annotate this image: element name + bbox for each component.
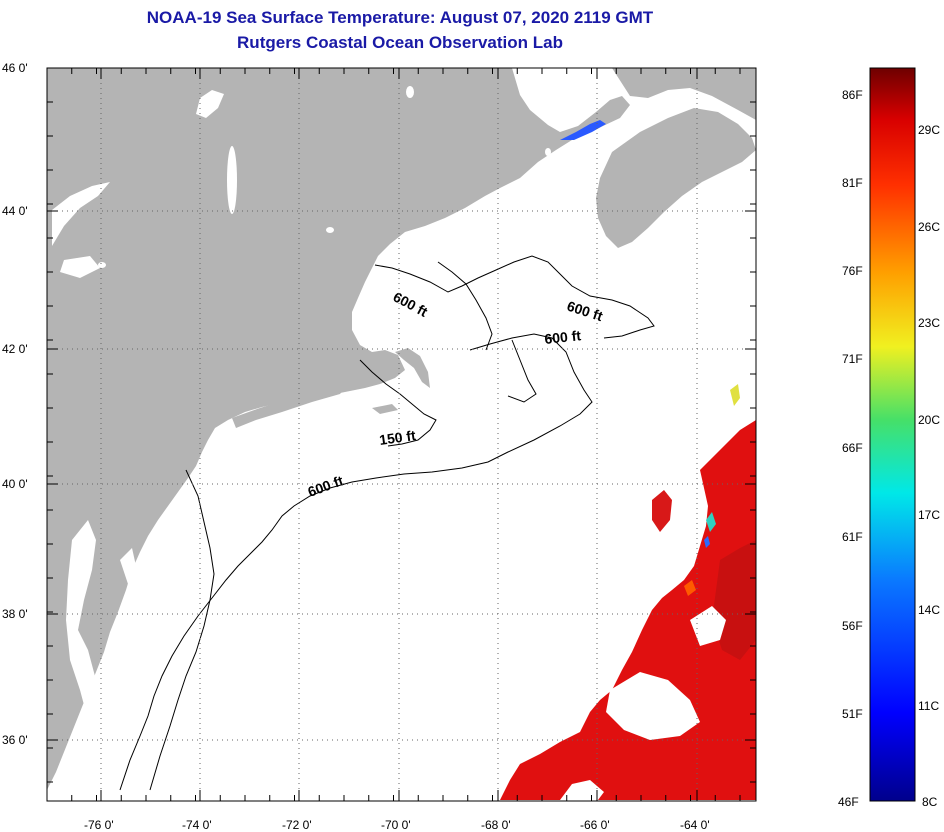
map-title: NOAA-19 Sea Surface Temperature: August … [146, 8, 654, 27]
map-subtitle: Rutgers Coastal Ocean Observation Lab [237, 33, 563, 52]
inland-lakes [52, 86, 551, 772]
colorbar-c-label: 29C [918, 123, 940, 137]
sst-warm-patches [500, 120, 756, 800]
colorbar-f-label: 61F [842, 530, 863, 544]
colorbar-c-label: 17C [918, 508, 940, 522]
lat-label: 40 0' [2, 477, 28, 491]
land-long-island [232, 388, 345, 428]
lon-label: -72 0' [282, 818, 312, 832]
bathymetry-contours [119, 255, 655, 791]
colorbar-f-label: 56F [842, 619, 863, 633]
longitude-labels: -76 0' -74 0' -72 0' -70 0' -68 0' -66 0… [84, 818, 710, 832]
colorbar-f-label: 86F [842, 88, 863, 102]
land-nova-scotia [596, 108, 756, 248]
land-cape-cod [395, 348, 430, 388]
colorbar-f-label: 76F [842, 264, 863, 278]
colorbar-c-label: 20C [918, 413, 940, 427]
colorbar-c-label: 14C [918, 603, 940, 617]
latitude-labels: 46 0' 44 0' 42 0' 40 0' 38 0' 36 0' [2, 61, 28, 747]
colorbar-celsius-labels: 29C 26C 23C 20C 17C 14C 11C 8C [918, 123, 940, 809]
colorbar-c-label: 23C [918, 316, 940, 330]
lat-label: 46 0' [2, 61, 28, 75]
contour-label-600-shelf: 600 ft [306, 472, 346, 500]
lon-label: -74 0' [182, 818, 212, 832]
colorbar [869, 67, 916, 802]
lat-label: 44 0' [2, 204, 28, 218]
lat-label: 42 0' [2, 342, 28, 356]
land-canada-north [612, 68, 756, 120]
colorbar-f-label: 81F [842, 176, 863, 190]
land-islands [372, 404, 398, 414]
contour-label-600-georges: 600 ft [544, 327, 582, 347]
colorbar-f-label: 51F [842, 707, 863, 721]
land-mainland [47, 68, 630, 790]
lon-label: -76 0' [84, 818, 114, 832]
graticule [47, 68, 756, 801]
map-frame [46, 67, 757, 802]
colorbar-c-label: 26C [918, 220, 940, 234]
lon-label: -68 0' [481, 818, 511, 832]
lat-label: 38 0' [2, 607, 28, 621]
colorbar-c-label: 8C [922, 795, 938, 809]
contour-label-150: 150 ft [378, 427, 417, 448]
colorbar-f-label: 46F [838, 795, 859, 809]
contour-label-600-gulf: 600 ft [391, 289, 431, 320]
lat-label: 36 0' [2, 733, 28, 747]
lon-label: -64 0' [680, 818, 710, 832]
contour-label-600-east: 600 ft [565, 298, 605, 325]
lon-label: -66 0' [580, 818, 610, 832]
map-ticks [46, 67, 756, 801]
colorbar-fahrenheit-labels: 86F 81F 76F 71F 66F 61F 56F 51F 46F [838, 88, 863, 809]
colorbar-f-label: 66F [842, 441, 863, 455]
colorbar-f-label: 71F [842, 352, 863, 366]
lon-label: -70 0' [381, 818, 411, 832]
colorbar-c-label: 11C [918, 699, 939, 713]
